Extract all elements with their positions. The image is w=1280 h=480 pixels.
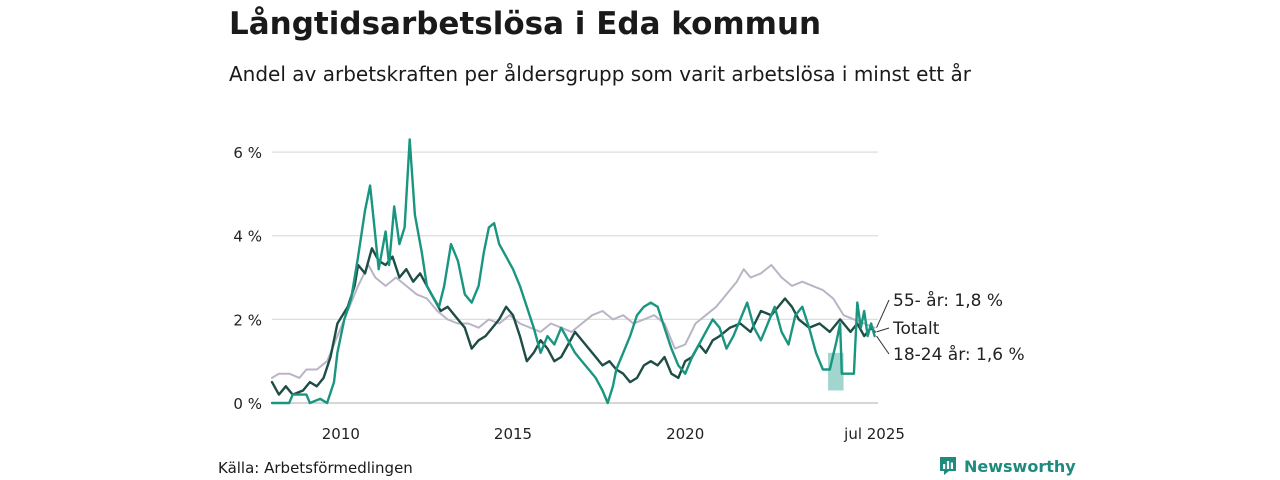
- series-end-label: Totalt: [892, 319, 940, 339]
- leader-line: [876, 299, 890, 328]
- leader-line: [876, 335, 890, 355]
- brand-logo[interactable]: Newsworthy: [938, 455, 1076, 477]
- series-end-label: 55- år: 1,8 %: [893, 290, 1003, 311]
- chart-title: Långtidsarbetslösa i Eda kommun: [229, 6, 822, 42]
- x-tick-label: 2010: [322, 425, 360, 443]
- series-end-label: 18-24 år: 1,6 %: [893, 344, 1025, 365]
- x-tick-label: 2020: [666, 425, 704, 443]
- x-tick-label: jul 2025: [843, 425, 905, 443]
- x-tick-label: 2015: [494, 425, 532, 443]
- chart-subtitle: Andel av arbetskraften per åldersgrupp s…: [229, 62, 971, 86]
- series-line: [270, 138, 876, 405]
- series-line: [271, 264, 876, 379]
- y-tick-label: 6 %: [233, 144, 262, 162]
- newsworthy-logo-icon: [940, 457, 956, 475]
- y-tick-label: 4 %: [233, 228, 262, 246]
- source-note: Källa: Arbetsförmedlingen: [218, 459, 413, 477]
- leader-line: [876, 327, 890, 333]
- y-tick-label: 0 %: [233, 395, 262, 413]
- y-tick-label: 2 %: [233, 311, 262, 329]
- series-line: [270, 247, 876, 396]
- brand-name: Newsworthy: [964, 456, 1076, 476]
